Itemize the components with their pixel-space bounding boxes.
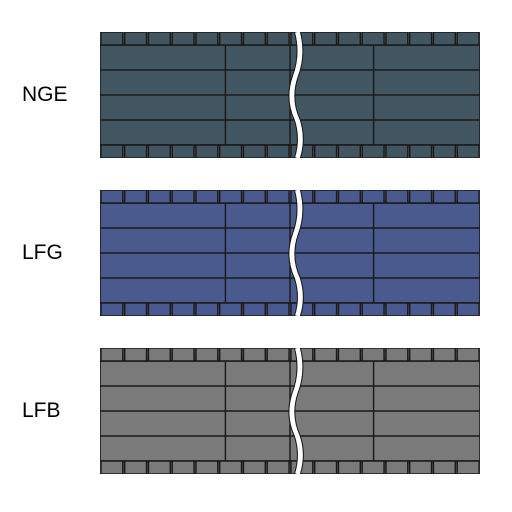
belt-label: LFG xyxy=(0,241,100,265)
belt-label: LFB xyxy=(0,399,100,423)
belt-label: NGE xyxy=(0,83,100,107)
belt-variants-diagram: NGE LFG LFB xyxy=(0,0,512,512)
belt-row: NGE xyxy=(0,32,512,158)
belt-row: LFG xyxy=(0,190,512,316)
belt-graphic xyxy=(100,190,480,316)
belt-graphic xyxy=(100,32,480,158)
belt-graphic xyxy=(100,348,480,474)
belt-row: LFB xyxy=(0,348,512,474)
